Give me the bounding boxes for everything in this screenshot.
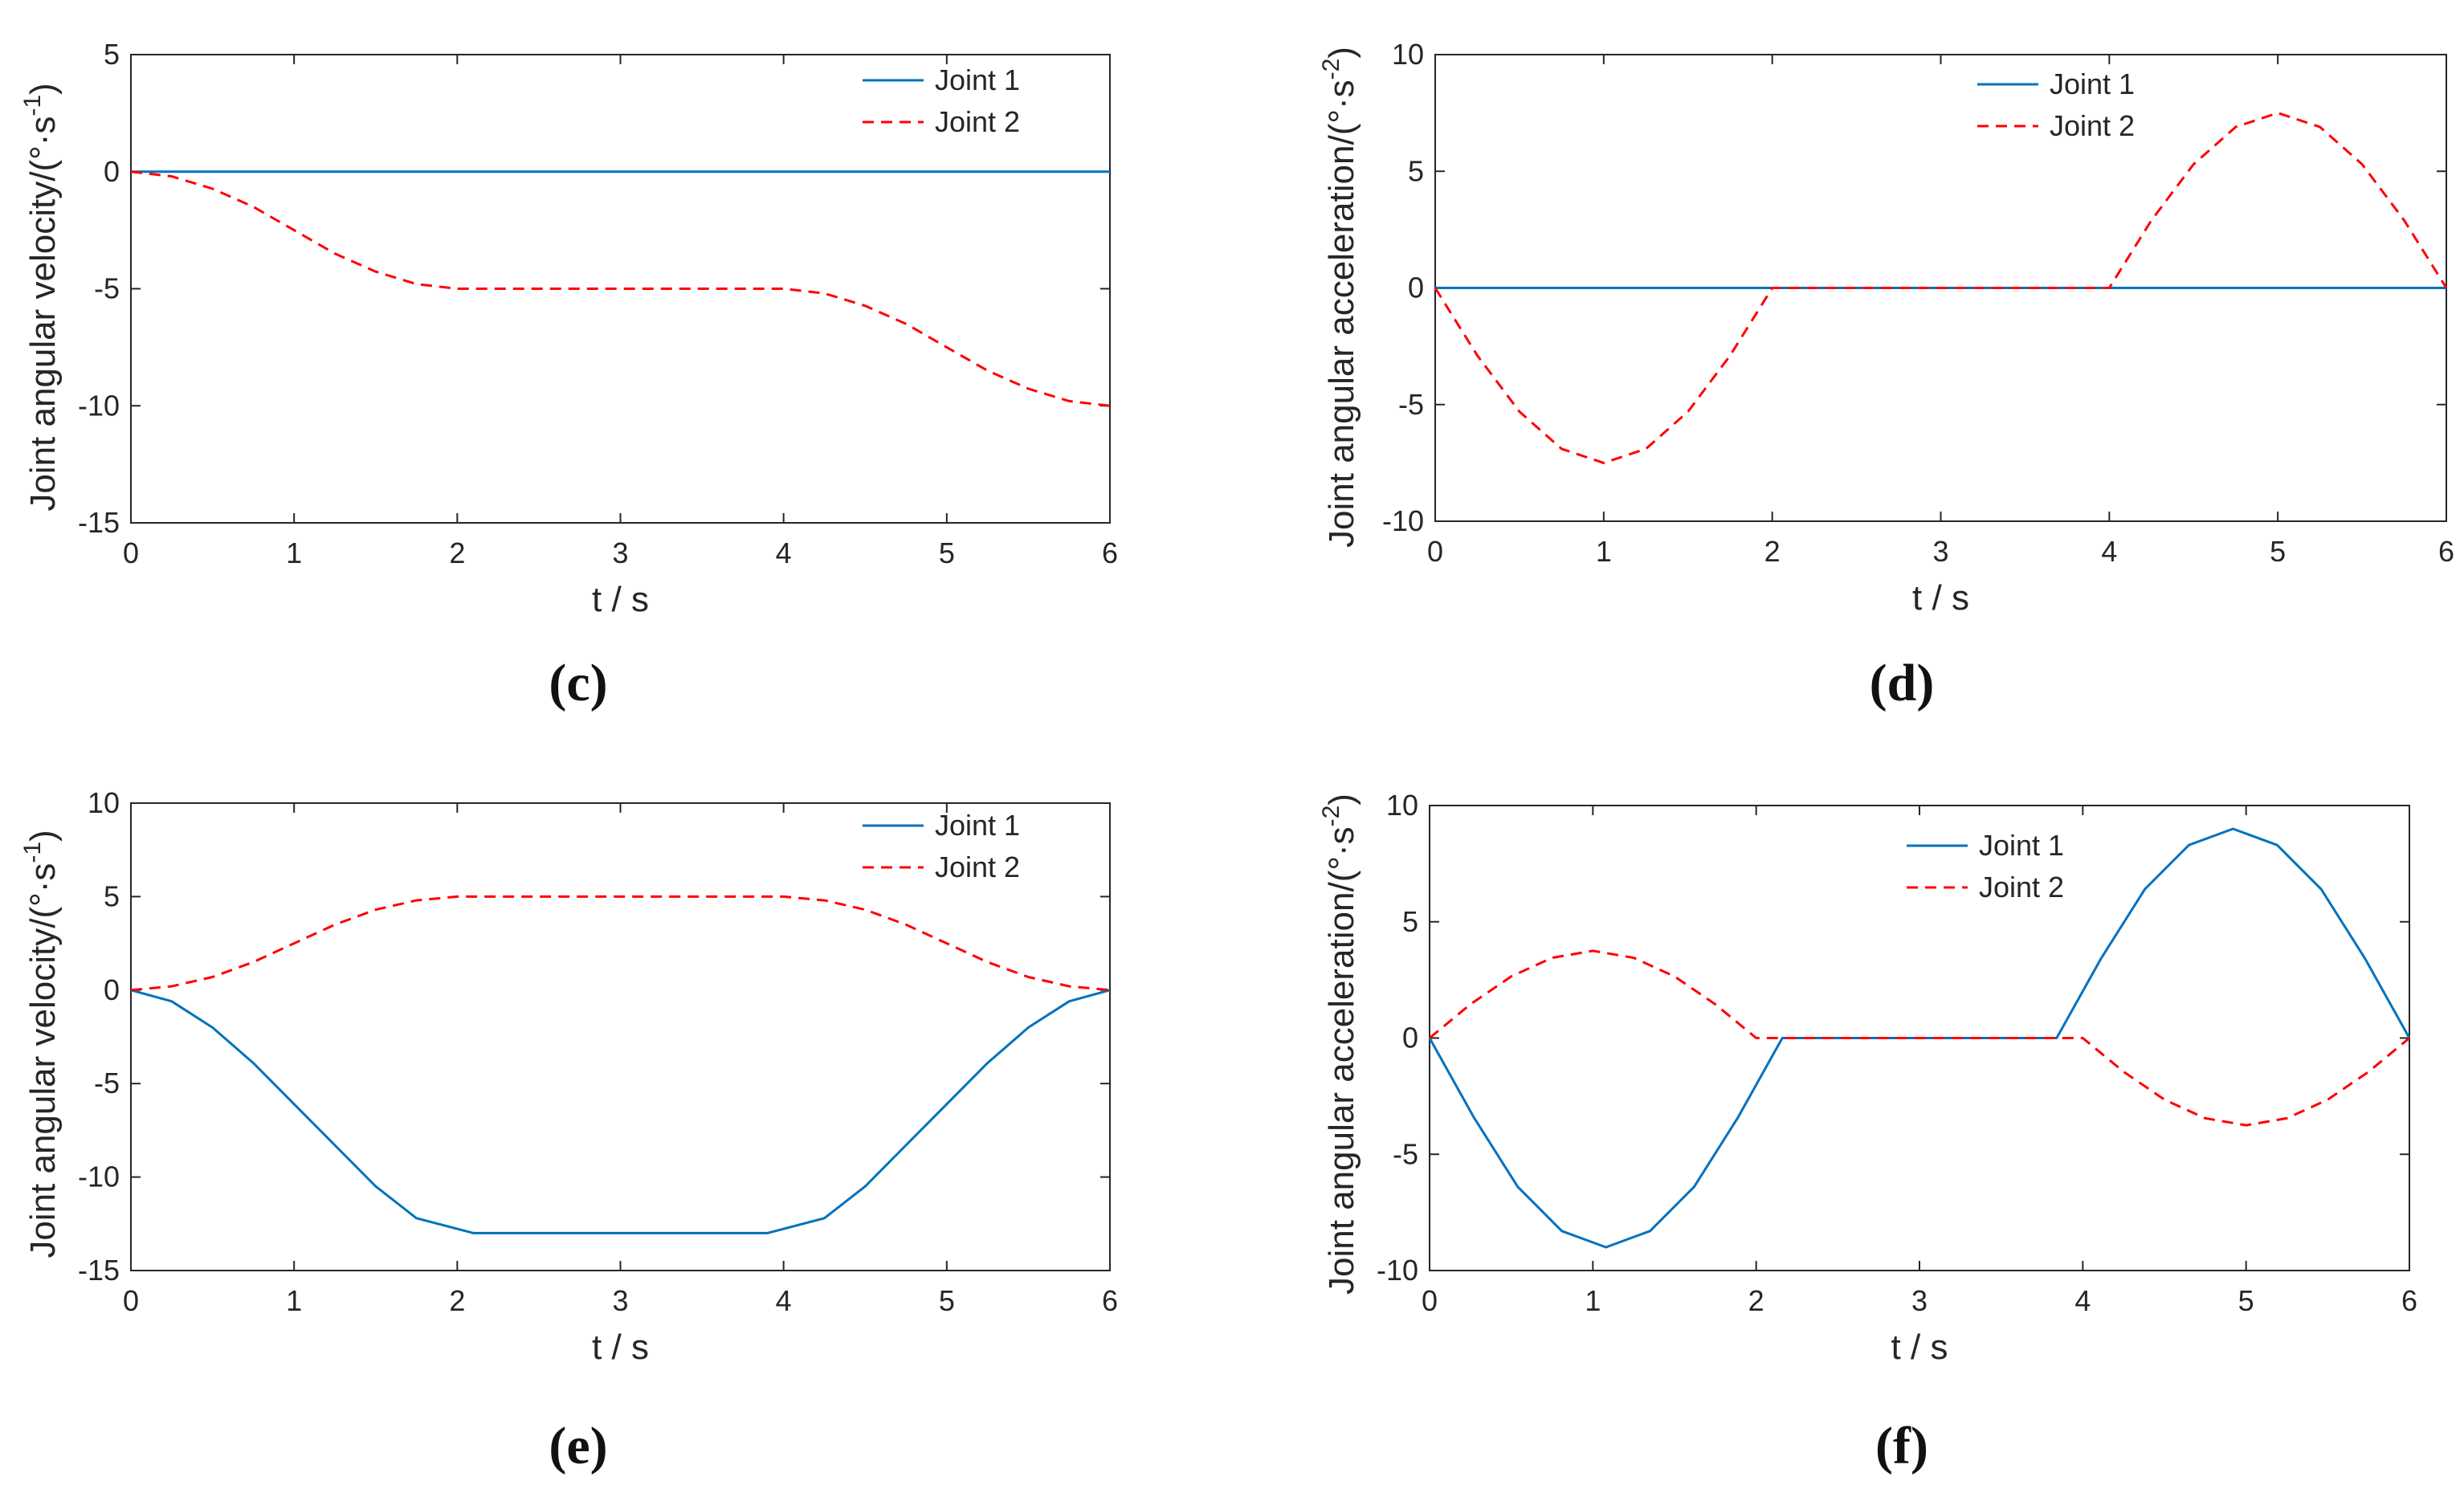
x-tick-label: 4 [2101, 535, 2117, 568]
x-axis-label: t / s [1912, 578, 1969, 618]
legend-label: Joint 1 [935, 809, 1020, 842]
y-axis-label-superscript: -1 [19, 842, 46, 863]
y-tick-label: -5 [94, 272, 120, 305]
y-tick-label: 10 [88, 786, 120, 819]
legend-label: Joint 2 [935, 851, 1020, 883]
y-tick-label: 0 [104, 155, 120, 188]
x-axis-label: t / s [592, 1328, 649, 1367]
plot-area [130, 802, 1111, 1271]
y-axis-label-close: ) [1322, 793, 1361, 806]
y-tick-label: 0 [1402, 1022, 1418, 1054]
x-tick-label: 1 [286, 1284, 302, 1317]
y-axis-label: Joint angular acceleration/(°·s-2) [1318, 47, 1361, 548]
x-tick-label: 3 [1932, 535, 1948, 568]
x-tick-label: 4 [776, 536, 792, 569]
chart-f: 0 1 2 3 4 5 6 10 5 0 -5 -10 t / s Joint angular accel… [1318, 789, 2417, 1475]
x-tick-label: 2 [449, 536, 465, 569]
x-tick-label: 1 [1596, 535, 1612, 568]
y-tick-label: 5 [1402, 905, 1418, 938]
chart-e: 0 1 2 3 4 5 6 10 5 0 -5 -10 -15 t / s Joint angular ve… [19, 786, 1118, 1475]
panel-label: (f) [1875, 1417, 1928, 1475]
x-tick-label: 3 [612, 536, 628, 569]
x-axis-label: t / s [592, 580, 649, 619]
series-line-joint-2 [130, 895, 1111, 992]
y-tick-label: -15 [78, 506, 120, 539]
series-line-joint-2 [1434, 112, 2448, 464]
y-tick-label: -5 [1393, 1137, 1418, 1170]
legend-label: Joint 1 [1979, 829, 2064, 862]
y-tick-label: 5 [104, 879, 120, 912]
y-tick-label: 0 [1408, 271, 1424, 304]
y-axis-label-superscript: -2 [1318, 59, 1344, 80]
x-tick-label: 1 [1585, 1284, 1601, 1317]
chart-d: 0 1 2 3 4 5 6 10 5 0 -5 -10 t / s Joint angular accel… [1318, 38, 2454, 712]
y-axis-label-main: Joint angular acceleration/(°·s [1322, 80, 1361, 548]
panel-label: (d) [1870, 654, 1935, 712]
x-tick-label: 2 [1764, 535, 1781, 568]
x-tick-label: 0 [1422, 1284, 1438, 1317]
x-tick-label: 5 [939, 536, 955, 569]
x-tick-label: 6 [1102, 1284, 1118, 1317]
legend-label: Joint 2 [2050, 109, 2135, 142]
x-tick-label: 5 [2238, 1284, 2254, 1317]
y-tick-label: -5 [94, 1067, 120, 1099]
series-line-joint-1 [130, 989, 1111, 1234]
x-tick-label: 5 [2270, 535, 2286, 568]
y-axis-label-close: ) [23, 830, 63, 842]
chart-c: 0 1 2 3 4 5 6 5 0 -5 -10 -15 t / s Joint angular velo… [19, 38, 1118, 712]
panel-label: (c) [549, 654, 607, 712]
y-tick-label: 0 [104, 973, 120, 1006]
y-tick-label: -5 [1398, 388, 1424, 421]
y-tick-label: -10 [1382, 504, 1424, 537]
x-tick-label: 2 [449, 1284, 465, 1317]
y-axis-label-close: ) [23, 83, 63, 95]
x-tick-label: 4 [2074, 1284, 2091, 1317]
x-tick-label: 0 [123, 1284, 139, 1317]
y-axis-label-superscript: -2 [1318, 806, 1344, 827]
y-axis-label-main: Joint angular velocity/(°·s [23, 116, 63, 512]
panel-label: (e) [549, 1417, 607, 1475]
x-tick-label: 3 [612, 1284, 628, 1317]
y-axis-label: Joint angular acceleration/(°·s-2) [1318, 793, 1361, 1295]
x-tick-label: 2 [1748, 1284, 1764, 1317]
x-tick-label: 6 [1102, 536, 1118, 569]
y-axis-label-main: Joint angular velocity/(°·s [23, 863, 63, 1258]
plot-area [130, 54, 1111, 524]
legend-label: Joint 1 [935, 63, 1020, 96]
y-tick-label: 10 [1392, 38, 1424, 71]
legend-label: Joint 2 [935, 105, 1020, 138]
y-axis-label-superscript: -1 [19, 95, 46, 116]
series-line-joint-2 [1429, 949, 2410, 1127]
x-tick-label: 3 [1911, 1284, 1928, 1317]
y-axis-label-main: Joint angular acceleration/(°·s [1322, 826, 1361, 1295]
x-tick-label: 5 [939, 1284, 955, 1317]
y-axis-label-close: ) [1322, 47, 1361, 59]
y-tick-label: 10 [1386, 789, 1418, 822]
y-tick-label: -10 [78, 389, 120, 422]
x-tick-label: 6 [2401, 1284, 2417, 1317]
x-tick-label: 6 [2438, 535, 2454, 568]
x-tick-label: 0 [1427, 535, 1443, 568]
y-tick-label: -10 [1377, 1254, 1418, 1287]
y-tick-label: -10 [78, 1161, 120, 1193]
x-axis-label: t / s [1891, 1328, 1948, 1367]
y-tick-label: 5 [1408, 154, 1424, 187]
y-tick-label: -15 [78, 1254, 120, 1287]
y-axis-label: Joint angular velocity/(°·s-1) [19, 830, 63, 1258]
legend-label: Joint 2 [1979, 871, 2064, 904]
legend-label: Joint 1 [2050, 67, 2135, 100]
y-axis-label: Joint angular velocity/(°·s-1) [19, 83, 63, 511]
y-tick-label: 5 [104, 38, 120, 71]
x-tick-label: 1 [286, 536, 302, 569]
x-tick-label: 0 [123, 536, 139, 569]
x-tick-label: 4 [776, 1284, 792, 1317]
